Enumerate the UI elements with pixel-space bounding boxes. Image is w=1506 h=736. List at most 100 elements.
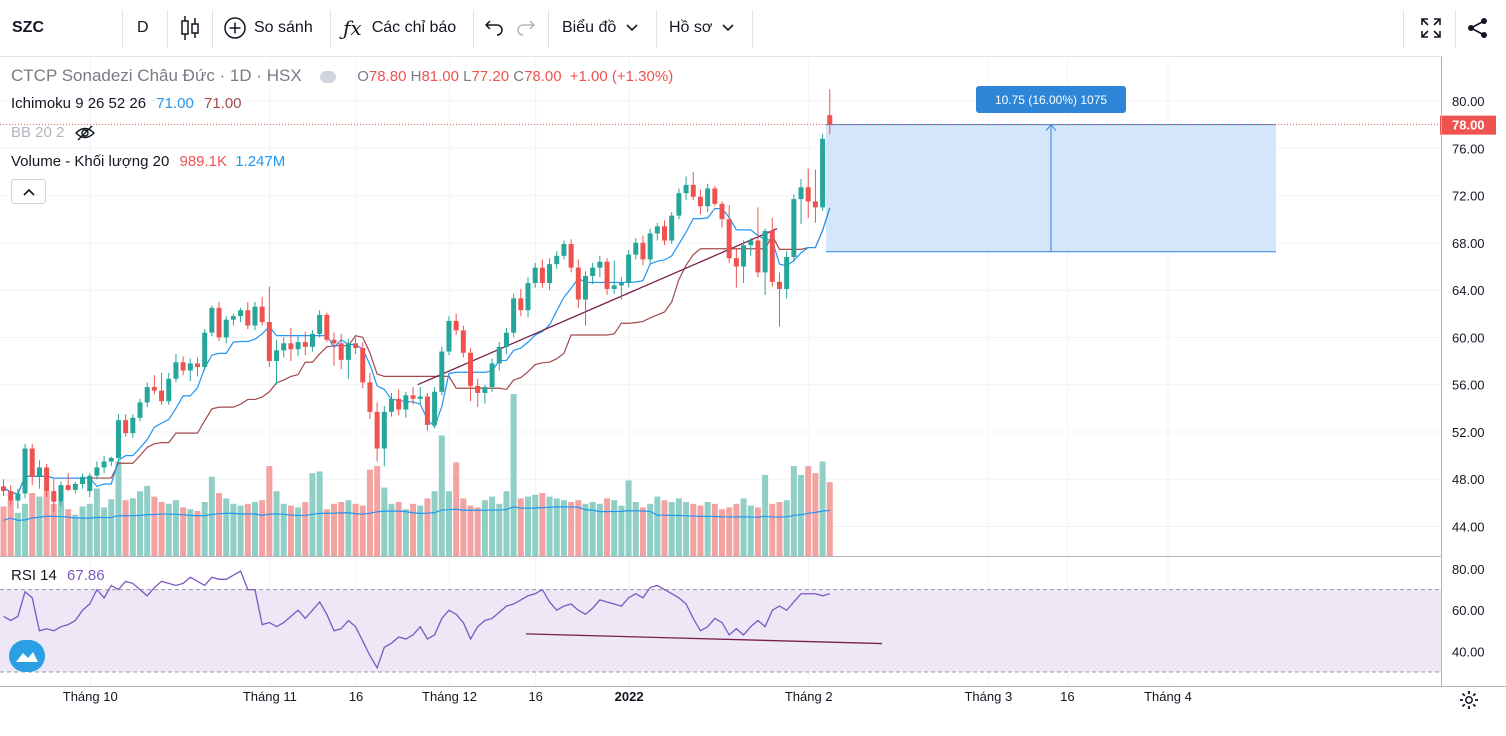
- volume-bar: [129, 498, 136, 556]
- y-axis[interactable]: 80.00 76.00 72.00 68.00 64.00 60.00 56.00 52.00…: [1440, 56, 1506, 686]
- y-tick-label: 68.00: [1452, 236, 1485, 251]
- profile-dropdown[interactable]: Hồ sơ: [669, 8, 734, 48]
- volume-bar: [575, 500, 582, 556]
- volume-bar: [216, 493, 223, 556]
- candle-body: [446, 320, 452, 352]
- volume-legend[interactable]: Volume - Khối lượng 20 989.1K 1.247M: [11, 153, 285, 170]
- candle-body: [554, 255, 560, 265]
- volume-bar: [826, 482, 833, 556]
- rsi-legend[interactable]: RSI 14 67.86: [11, 567, 105, 584]
- x-tick-label: Tháng 4: [1144, 689, 1192, 704]
- open-value: 78.80: [368, 68, 407, 85]
- undo-button[interactable]: [484, 8, 504, 48]
- chevron-down-icon: [722, 24, 734, 32]
- compare-button[interactable]: So sánh: [224, 8, 313, 48]
- chart-type-dropdown[interactable]: Biểu đồ: [562, 8, 638, 48]
- fullscreen-button[interactable]: [1420, 8, 1442, 48]
- volume-bar: [711, 503, 718, 556]
- candle-body: [776, 281, 782, 289]
- candle-body: [65, 485, 71, 490]
- volume-bar: [474, 507, 481, 556]
- eye-hidden-icon[interactable]: [74, 125, 95, 141]
- bb-legend[interactable]: BB 20 2: [11, 124, 95, 141]
- candle-body: [209, 307, 215, 333]
- candle-body: [216, 307, 222, 338]
- candle-body: [547, 264, 553, 284]
- candle-body: [338, 343, 344, 360]
- rsi-trendline: [525, 633, 883, 645]
- price-trendline: [417, 228, 778, 386]
- volume-bar: [0, 506, 7, 556]
- redo-button[interactable]: [516, 8, 536, 48]
- volume-bar: [266, 466, 273, 556]
- volume-bar: [661, 500, 668, 556]
- pane-separator[interactable]: [0, 556, 1441, 557]
- candle-body: [302, 342, 308, 347]
- candle-body: [827, 115, 833, 125]
- y-tick-label: 64.00: [1452, 283, 1485, 298]
- volume-ma: [3, 506, 830, 521]
- toolbar-divider: [1403, 10, 1404, 48]
- toolbar-divider: [212, 10, 213, 48]
- interval-button[interactable]: D: [137, 8, 149, 48]
- candle-body: [733, 258, 739, 267]
- volume-bar: [460, 498, 467, 556]
- trendline[interactable]: [417, 228, 883, 645]
- candle-body: [712, 188, 718, 204]
- volume-bar: [747, 505, 754, 556]
- price-range-measure[interactable]: 10.75 (16.00%) 1075: [0, 86, 1441, 253]
- volume-bar: [424, 498, 431, 556]
- volume-bar: [596, 503, 603, 556]
- volume-bar: [57, 502, 64, 556]
- candle-body: [748, 240, 754, 246]
- candle-body: [784, 257, 790, 289]
- share-button[interactable]: [1467, 8, 1489, 48]
- volume-bar: [172, 500, 179, 556]
- measure-arrow-head: [1045, 123, 1057, 131]
- candle-body: [424, 396, 430, 425]
- indicators-button[interactable]: ƒx Các chỉ báo: [343, 8, 456, 48]
- symbol-search[interactable]: SZC: [12, 8, 44, 48]
- tradingview-logo[interactable]: [9, 640, 45, 672]
- open-label: O: [357, 68, 369, 85]
- volume-bar: [769, 503, 776, 556]
- candle-body: [525, 283, 531, 311]
- volume-bar: [510, 394, 517, 556]
- volume-bar: [402, 509, 409, 556]
- volume-bar: [776, 502, 783, 556]
- candles-style-button[interactable]: [180, 8, 200, 48]
- volume-bar: [639, 507, 646, 556]
- volume-bar: [230, 503, 237, 556]
- volume-bar: [438, 435, 445, 556]
- candles: [1, 89, 833, 513]
- volume-bar: [194, 511, 201, 556]
- collapse-legend-button[interactable]: [11, 179, 46, 204]
- high-value: 81.00: [421, 68, 459, 85]
- candle-body: [626, 254, 632, 284]
- candle-body: [662, 226, 668, 241]
- candle-body: [187, 363, 193, 371]
- candle-body: [611, 285, 617, 289]
- collapse-legend-icon[interactable]: [320, 70, 337, 83]
- candle-body: [36, 467, 42, 477]
- volume-bar: [287, 505, 294, 556]
- candle-body: [410, 395, 416, 399]
- measure-label: 10.75 (16.00%) 1075: [995, 93, 1107, 107]
- candle-body: [374, 411, 380, 449]
- candle-body: [575, 267, 581, 300]
- volume-bar: [467, 505, 474, 556]
- candle-body: [360, 348, 366, 383]
- candle-body: [259, 306, 265, 323]
- volume-bar: [481, 500, 488, 556]
- price-chart[interactable]: 10.75 (16.00%) 1075 80.00 76.00 72.00 68.00…: [0, 56, 1506, 736]
- volume-bar: [251, 502, 258, 556]
- x-axis[interactable]: Tháng 10 Tháng 11 16 Tháng 12 16 2022 Tháng 2 T…: [63, 689, 1192, 704]
- ichimoku-legend[interactable]: Ichimoku 9 26 52 26 71.00 71.00: [11, 95, 242, 112]
- candle-body: [101, 461, 107, 468]
- candle-body: [439, 351, 445, 392]
- volume-bar: [7, 500, 14, 556]
- candle-body: [618, 283, 624, 286]
- candle-body: [820, 138, 826, 208]
- settings-button[interactable]: [1459, 690, 1479, 715]
- volume-bar: [675, 498, 682, 556]
